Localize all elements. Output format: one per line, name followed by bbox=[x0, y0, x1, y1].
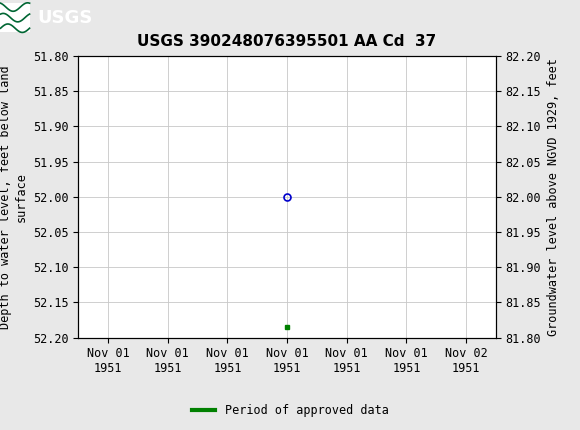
Text: USGS: USGS bbox=[38, 9, 93, 27]
Y-axis label: Groundwater level above NGVD 1929, feet: Groundwater level above NGVD 1929, feet bbox=[547, 58, 560, 336]
Text: USGS: USGS bbox=[0, 429, 1, 430]
FancyBboxPatch shape bbox=[0, 3, 30, 32]
Title: USGS 390248076395501 AA Cd  37: USGS 390248076395501 AA Cd 37 bbox=[137, 34, 437, 49]
Legend: Period of approved data: Period of approved data bbox=[187, 399, 393, 422]
Y-axis label: Depth to water level, feet below land
surface: Depth to water level, feet below land su… bbox=[0, 65, 27, 329]
